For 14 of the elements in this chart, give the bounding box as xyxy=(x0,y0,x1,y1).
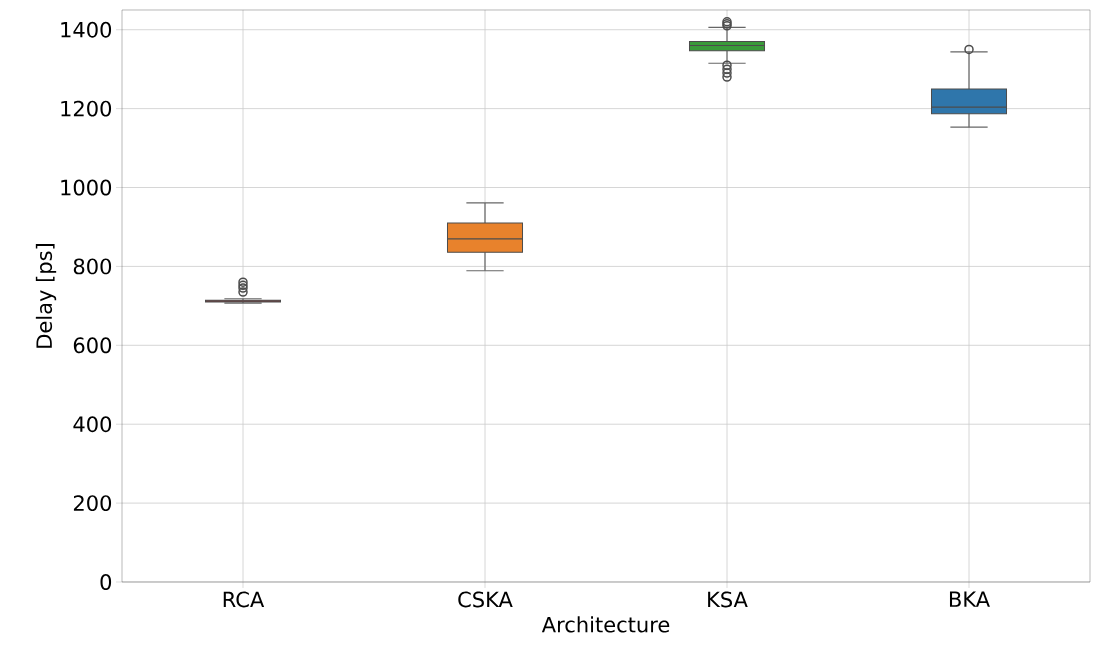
x-tick-label: RCA xyxy=(223,591,265,608)
y-axis-title: Delay [ps] xyxy=(35,244,57,348)
y-tick-label: 1200 xyxy=(61,100,112,117)
x-tick-label: KSA xyxy=(708,591,748,608)
x-axis-title: Architecture xyxy=(541,616,670,633)
y-tick-label: 600 xyxy=(73,337,112,354)
y-tick-label: 1400 xyxy=(61,21,112,38)
y-tick-label: 800 xyxy=(73,258,112,275)
y-tick-label: 400 xyxy=(73,416,112,433)
y-tick-label: 0 xyxy=(100,574,112,590)
x-tick-label: CSKA xyxy=(458,591,513,608)
y-tick-label: 200 xyxy=(73,495,112,512)
x-tick-label: BKA xyxy=(949,591,990,607)
y-tick-label: 1000 xyxy=(61,179,112,196)
